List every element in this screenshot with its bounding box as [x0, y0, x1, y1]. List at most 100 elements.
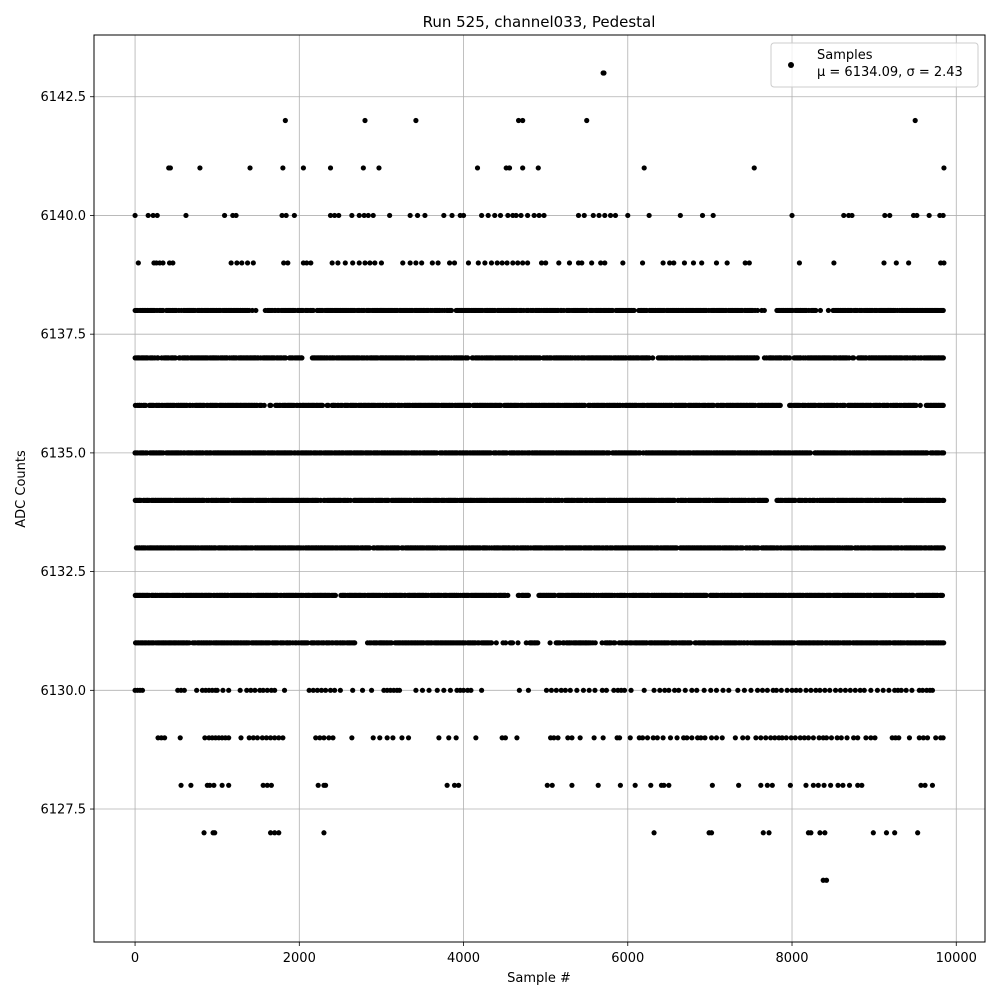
data-point [362, 117, 368, 124]
data-point [870, 830, 876, 836]
data-point [485, 212, 491, 219]
data-point [135, 260, 141, 266]
data-point [535, 640, 541, 646]
data-point [595, 782, 601, 788]
data-point [160, 260, 166, 266]
data-point [465, 355, 471, 361]
data-point [378, 260, 385, 266]
data-point [612, 212, 619, 219]
data-point [789, 212, 795, 219]
data-point [796, 260, 803, 266]
data-point [221, 212, 228, 219]
data-point [350, 260, 356, 266]
data-point [510, 260, 516, 266]
data-point [143, 402, 149, 408]
data-point [841, 212, 847, 219]
data-point [352, 640, 358, 646]
data-point [282, 117, 288, 124]
data-point [882, 212, 888, 219]
data-point [435, 260, 441, 266]
data-point [444, 782, 450, 788]
data-point [536, 212, 542, 219]
data-point [264, 782, 270, 788]
data-point [940, 212, 946, 219]
data-point [479, 212, 485, 219]
data-point [631, 307, 637, 314]
data-point [941, 260, 947, 266]
data-point [304, 260, 310, 266]
data-point [699, 260, 705, 266]
data-point [754, 355, 760, 361]
data-point [755, 545, 761, 551]
data-point [855, 782, 861, 788]
data-point [154, 212, 160, 219]
data-point [279, 212, 285, 219]
data-point [524, 212, 531, 219]
data-point [349, 212, 355, 219]
data-point [492, 212, 498, 219]
data-point [211, 782, 217, 788]
data-point [505, 212, 511, 219]
data-point [506, 165, 513, 171]
data-point [620, 260, 626, 266]
data-point [758, 782, 764, 788]
data-point [922, 782, 928, 788]
data-point [803, 782, 809, 788]
data-point [883, 830, 890, 836]
data-point [493, 640, 499, 646]
data-point [261, 402, 267, 408]
data-point [625, 212, 631, 219]
data-point [674, 545, 680, 551]
data-point [460, 212, 467, 219]
data-point [276, 830, 282, 836]
data-point [851, 355, 857, 361]
data-point [244, 260, 251, 266]
data-point [547, 640, 553, 646]
data-point [892, 830, 898, 836]
data-point [366, 545, 373, 551]
data-point [520, 165, 526, 171]
data-point [556, 260, 562, 266]
data-point [172, 355, 179, 361]
data-point [650, 355, 656, 361]
data-point [239, 260, 245, 266]
data-point [660, 260, 666, 266]
data-point [736, 782, 742, 788]
data-point [308, 260, 314, 266]
data-point [268, 782, 274, 788]
data-point [667, 260, 673, 266]
data-point [228, 260, 234, 266]
data-point [813, 307, 819, 314]
data-point [941, 450, 947, 456]
data-point [413, 260, 419, 266]
data-point [233, 212, 239, 219]
data-point [226, 782, 232, 788]
data-point [671, 260, 677, 266]
data-point [319, 402, 326, 408]
data-point [681, 260, 688, 266]
data-point [831, 260, 837, 266]
data-point [632, 782, 638, 788]
data-point [502, 640, 509, 646]
data-point [641, 165, 647, 171]
data-point [543, 260, 549, 266]
data-point [150, 212, 156, 219]
data-point [332, 212, 338, 219]
data-point [321, 830, 327, 836]
data-point [710, 212, 716, 219]
data-point [646, 212, 652, 219]
data-point [817, 830, 823, 836]
data-point [372, 260, 378, 266]
data-point [589, 260, 595, 266]
data-point [592, 640, 598, 646]
data-point [525, 592, 532, 598]
data-point [234, 260, 240, 266]
data-point [145, 212, 151, 219]
data-point [708, 830, 715, 836]
data-point [849, 212, 855, 219]
data-point [690, 260, 697, 266]
data-point [451, 260, 458, 266]
data-point [322, 782, 329, 788]
data-point [299, 355, 305, 361]
